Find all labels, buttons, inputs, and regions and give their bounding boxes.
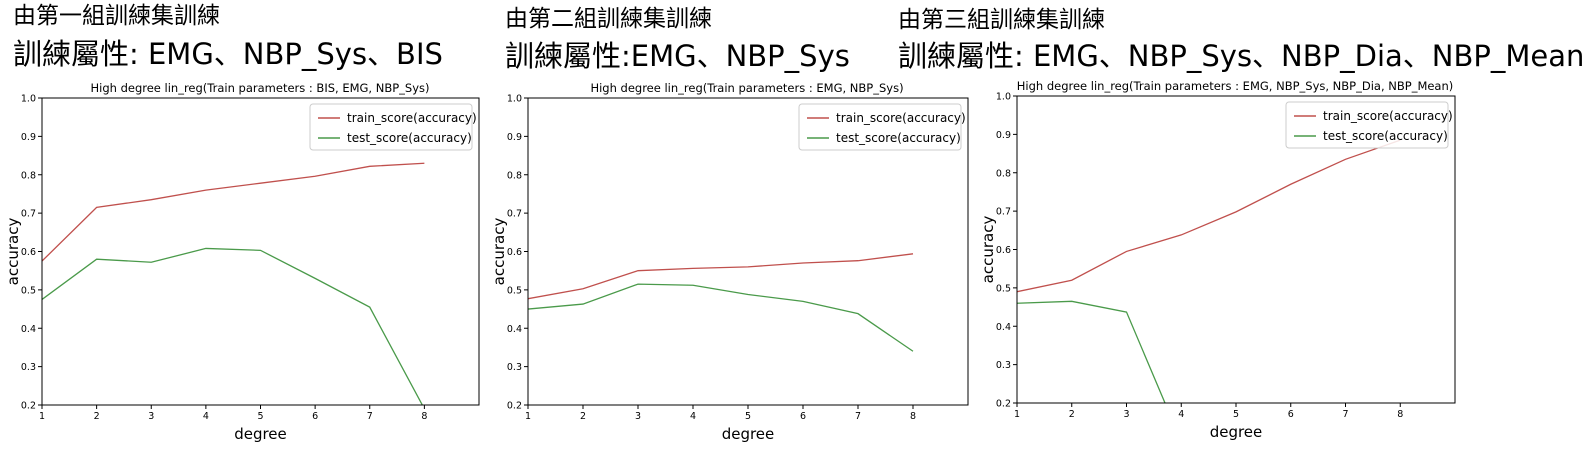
x-tick-label: 2 xyxy=(580,411,586,422)
y-tick-label: 1.0 xyxy=(21,94,36,105)
y-tick-label: 0.5 xyxy=(21,285,36,296)
y-tick-label: 0.7 xyxy=(21,209,36,220)
x-tick-label: 1 xyxy=(39,411,45,422)
x-tick-label: 7 xyxy=(367,411,373,422)
train-score-line xyxy=(1017,139,1401,293)
panel-2-params-title: 訓練屬性:EMG、NBP_Sys xyxy=(505,39,850,73)
panel-3-params-title: 訓練屬性: EMG、NBP_Sys、NBP_Dia、NBP_Mean xyxy=(898,39,1585,73)
y-tick-label: 0.9 xyxy=(996,130,1011,141)
x-tick-label: 3 xyxy=(148,411,154,422)
y-tick-label: 0.2 xyxy=(21,401,36,412)
x-tick-label: 1 xyxy=(525,411,531,422)
x-tick-label: 3 xyxy=(635,411,641,422)
x-tick-label: 4 xyxy=(1178,409,1184,420)
y-tick-label: 0.9 xyxy=(21,132,36,143)
test-score-line xyxy=(1017,300,1166,403)
x-tick-label: 6 xyxy=(312,411,318,422)
y-tick-label: 0.9 xyxy=(507,132,522,143)
x-axis-label: degree xyxy=(234,425,287,443)
x-axis-label: degree xyxy=(722,425,775,443)
y-tick-label: 0.5 xyxy=(507,285,522,296)
y-axis-label: accuracy xyxy=(979,216,997,284)
y-tick-label: 1.0 xyxy=(507,94,522,105)
chart-2: High degree lin_reg(Train parameters : E… xyxy=(490,81,969,443)
legend-label-train: train_score(accuracy) xyxy=(1323,109,1453,123)
panel-3-group-title: 由第三組訓練集訓練 xyxy=(898,7,1105,33)
x-axis-label: degree xyxy=(1210,423,1263,441)
y-tick-label: 0.3 xyxy=(507,362,522,373)
x-tick-label: 5 xyxy=(745,411,751,422)
y-tick-label: 0.6 xyxy=(507,247,522,258)
chart-1: High degree lin_reg(Train parameters : B… xyxy=(4,81,480,443)
x-tick-label: 8 xyxy=(421,411,427,422)
y-tick-label: 0.4 xyxy=(996,322,1011,333)
legend-label-train: train_score(accuracy) xyxy=(347,111,477,125)
x-tick-label: 6 xyxy=(800,411,806,422)
test-score-line xyxy=(528,283,914,352)
panel-1-group-title: 由第一組訓練集訓練 xyxy=(13,3,220,29)
y-tick-label: 1.0 xyxy=(996,92,1011,103)
legend-label-train: train_score(accuracy) xyxy=(836,111,966,125)
y-tick-label: 0.2 xyxy=(996,399,1011,410)
x-tick-label: 4 xyxy=(690,411,696,422)
x-tick-label: 7 xyxy=(1342,409,1348,420)
x-tick-label: 1 xyxy=(1014,409,1020,420)
chart-title: High degree lin_reg(Train parameters : B… xyxy=(90,81,429,95)
x-tick-label: 8 xyxy=(910,411,916,422)
y-tick-label: 0.6 xyxy=(996,245,1011,256)
train-score-line xyxy=(528,253,914,300)
y-tick-label: 0.2 xyxy=(507,401,522,412)
y-axis-label: accuracy xyxy=(4,218,22,286)
legend-label-test: test_score(accuracy) xyxy=(1323,129,1448,143)
panel-2-group-title: 由第二組訓練集訓練 xyxy=(505,6,712,32)
test-score-line xyxy=(42,247,424,405)
y-tick-label: 0.6 xyxy=(21,247,36,258)
y-tick-label: 0.7 xyxy=(996,207,1011,218)
x-tick-label: 2 xyxy=(1069,409,1075,420)
y-tick-label: 0.3 xyxy=(21,362,36,373)
legend-label-test: test_score(accuracy) xyxy=(347,131,472,145)
y-tick-label: 0.7 xyxy=(507,209,522,220)
legend xyxy=(309,103,473,151)
legend xyxy=(1285,101,1449,149)
chart-title: High degree lin_reg(Train parameters : E… xyxy=(590,81,903,95)
x-tick-label: 2 xyxy=(94,411,100,422)
x-tick-label: 4 xyxy=(203,411,209,422)
y-tick-label: 0.8 xyxy=(996,168,1011,179)
x-tick-label: 5 xyxy=(257,411,263,422)
y-axis-label: accuracy xyxy=(490,218,508,286)
y-tick-label: 0.3 xyxy=(996,360,1011,371)
x-tick-label: 8 xyxy=(1397,409,1403,420)
chart-3: High degree lin_reg(Train parameters : E… xyxy=(979,79,1456,441)
y-tick-label: 0.8 xyxy=(507,170,522,181)
train-score-line xyxy=(42,162,425,262)
legend xyxy=(798,103,962,151)
y-tick-label: 0.4 xyxy=(507,324,522,335)
panel-1-params-title: 訓練屬性: EMG、NBP_Sys、BIS xyxy=(13,37,443,71)
x-tick-label: 6 xyxy=(1288,409,1294,420)
x-tick-label: 5 xyxy=(1233,409,1239,420)
x-tick-label: 7 xyxy=(855,411,861,422)
y-tick-label: 0.5 xyxy=(996,283,1011,294)
y-tick-label: 0.8 xyxy=(21,170,36,181)
chart-title: High degree lin_reg(Train parameters : E… xyxy=(1017,79,1454,93)
x-tick-label: 3 xyxy=(1123,409,1129,420)
legend-label-test: test_score(accuracy) xyxy=(836,131,961,145)
y-tick-label: 0.4 xyxy=(21,324,36,335)
